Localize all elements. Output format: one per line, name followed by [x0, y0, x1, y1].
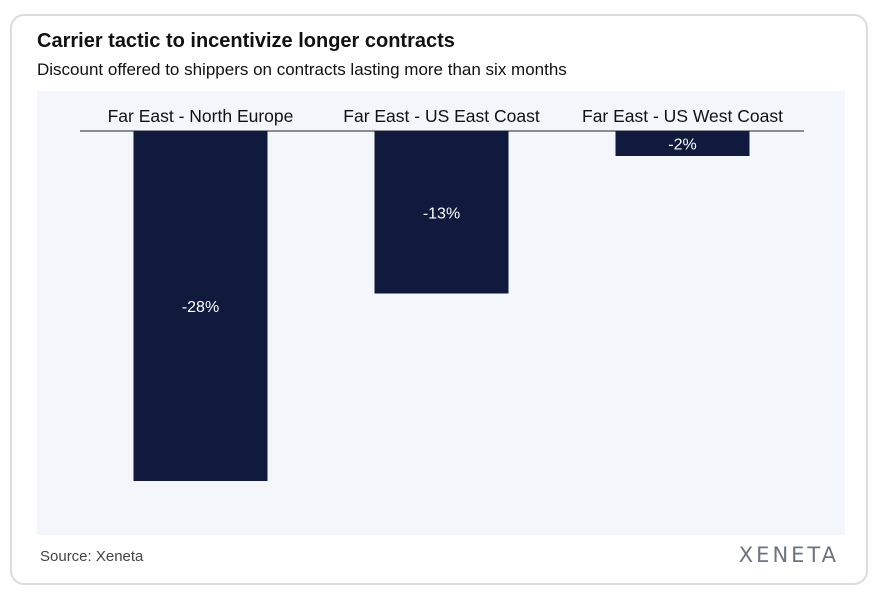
source-note: Source: Xeneta [40, 548, 144, 565]
category-label-far-east-north-europe: Far East - North Europe [108, 106, 294, 126]
data-label-far-east-us-west-coast: -2% [668, 137, 696, 154]
bar-far-east-us-east-coast [374, 131, 509, 294]
category-label-far-east-us-west-coast: Far East - US West Coast [582, 106, 783, 126]
data-label-far-east-us-east-coast: -13% [423, 205, 460, 222]
chart-title: Carrier tactic to incentivize longer con… [37, 30, 455, 52]
chart-subtitle: Discount offered to shippers on contract… [37, 60, 567, 79]
plot-area: Far East - North Europe -28% Far East - US… [37, 91, 845, 535]
bar-far-east-us-west-coast [615, 131, 750, 156]
category-label-far-east-us-east-coast: Far East - US East Coast [343, 106, 540, 126]
bar-chart: Far East - North Europe -28% Far East - US… [80, 106, 804, 481]
bar-far-east-north-europe [133, 131, 268, 481]
data-label-far-east-north-europe: -28% [182, 299, 219, 316]
xeneta-logo: XENETA [738, 543, 839, 567]
